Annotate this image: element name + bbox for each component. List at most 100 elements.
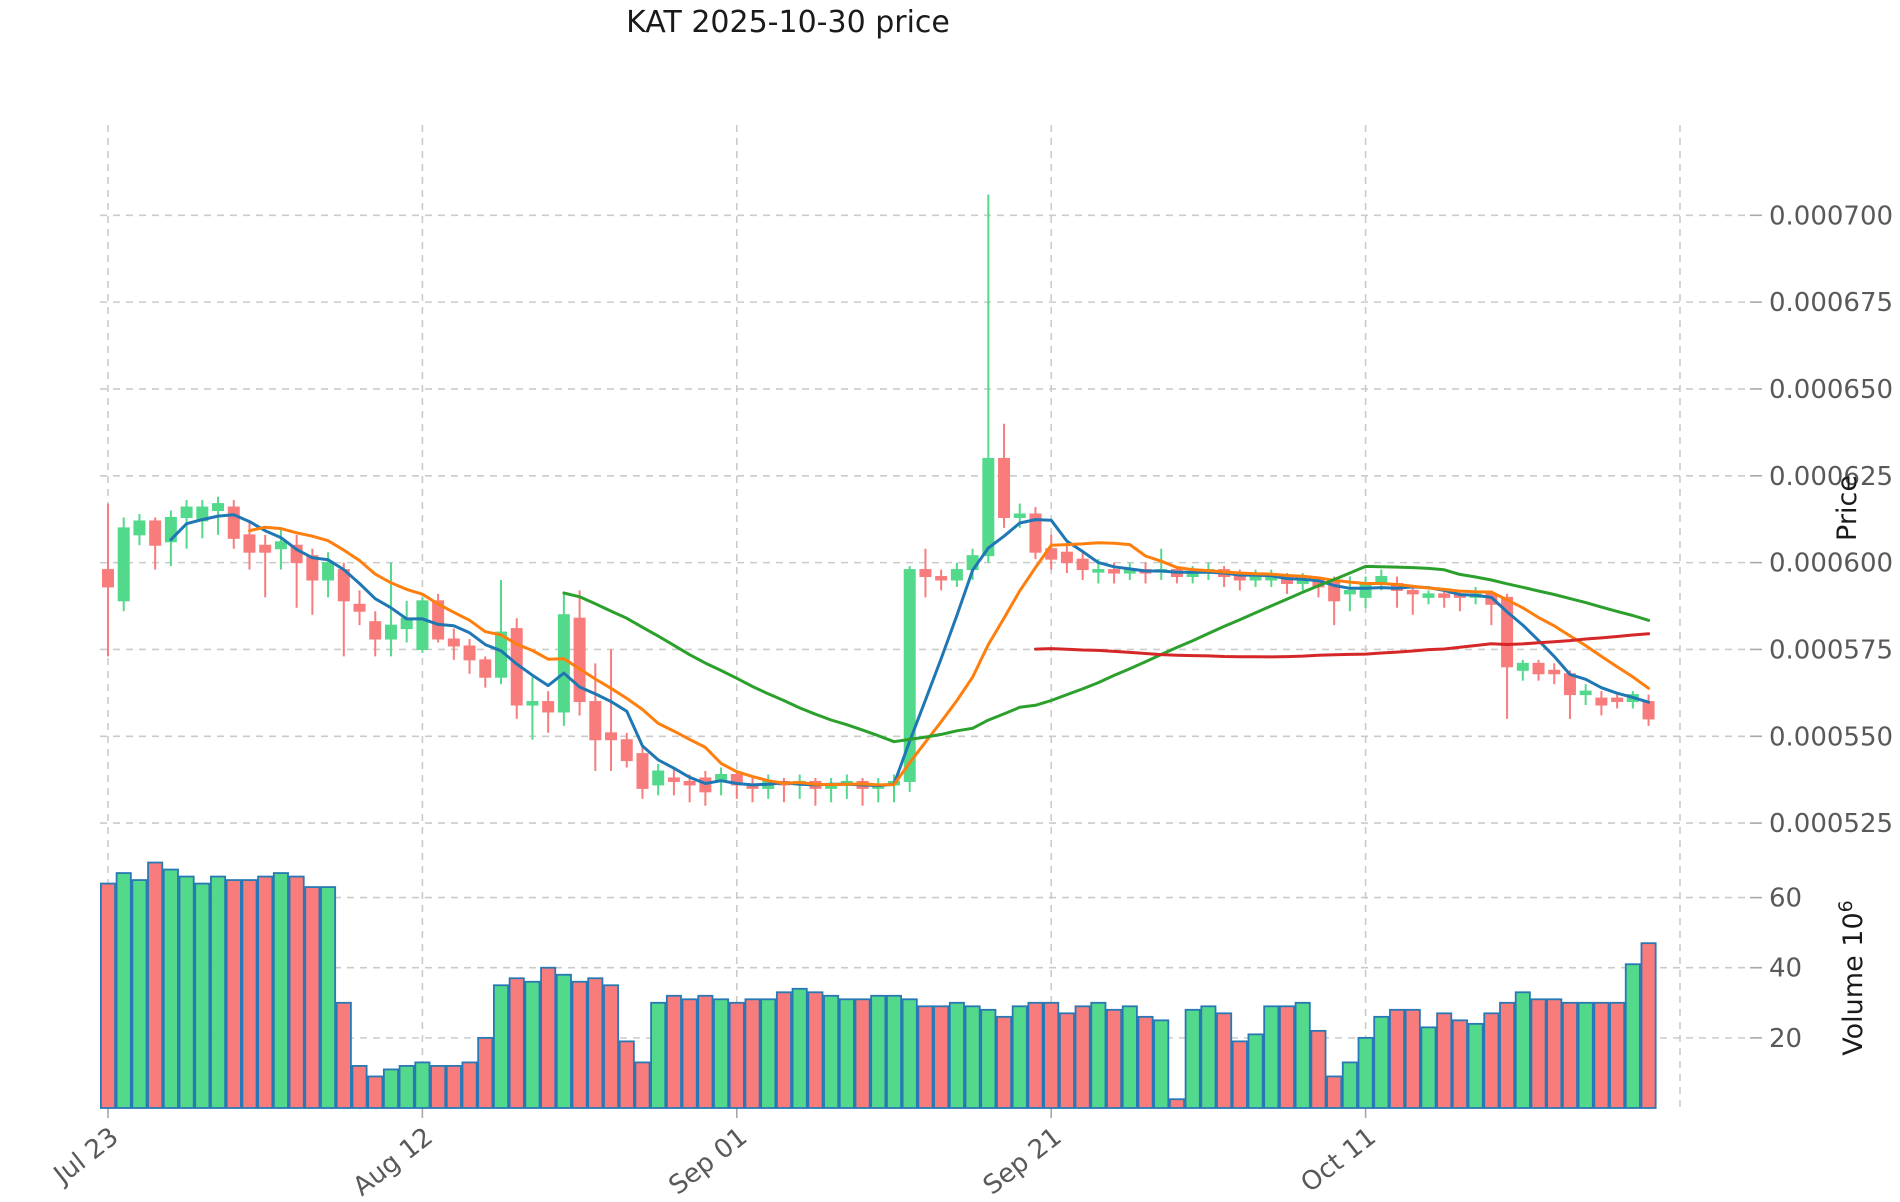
candle-body-up xyxy=(322,562,335,581)
candle-body-down xyxy=(667,777,680,782)
volume-bar xyxy=(1577,1001,1594,1109)
price-tick-label: 0.000600 xyxy=(1769,549,1893,579)
volume-bar xyxy=(713,998,730,1109)
candles-layer xyxy=(102,194,1655,806)
volume-bar xyxy=(225,879,242,1109)
candle-body-down xyxy=(605,732,618,741)
candle-body-down xyxy=(1076,558,1089,571)
candle-body-down xyxy=(447,638,460,647)
volume-bar xyxy=(304,886,321,1109)
volume-bar xyxy=(1279,1005,1296,1109)
volume-bar xyxy=(870,994,887,1109)
volume-bar xyxy=(948,1001,965,1109)
candle-body-up xyxy=(557,614,570,713)
volume-bar xyxy=(445,1065,462,1109)
volume-bar xyxy=(382,1068,399,1109)
candle-body-up xyxy=(982,457,995,557)
volume-bar xyxy=(430,1065,447,1109)
volume-bar xyxy=(1483,1012,1500,1109)
volume-bar xyxy=(1389,1008,1406,1109)
volume-bar xyxy=(1530,998,1547,1109)
price-tick-label: 0.000650 xyxy=(1769,375,1893,405)
volume-bar xyxy=(1043,1001,1060,1109)
volume-bar xyxy=(587,977,604,1109)
candle-body-up xyxy=(652,770,665,786)
volume-bar xyxy=(1451,1019,1468,1109)
volume-bar xyxy=(681,998,698,1109)
volume-bar xyxy=(194,882,211,1109)
volume-bar xyxy=(1153,1019,1170,1109)
candle-body-up xyxy=(1579,690,1592,696)
volume-bar xyxy=(791,987,808,1109)
candle-body-down xyxy=(243,534,256,553)
candle-body-down xyxy=(998,457,1011,518)
volume-bar xyxy=(461,1061,478,1109)
volume-bar xyxy=(1420,1026,1437,1109)
volume-bar xyxy=(618,1040,635,1109)
price-tick-label: 0.000675 xyxy=(1769,288,1893,318)
volume-bar xyxy=(1106,1008,1123,1109)
volume-bar xyxy=(1514,991,1531,1109)
volume-bar xyxy=(996,1015,1013,1109)
volume-bar xyxy=(1499,1001,1516,1109)
volume-bar xyxy=(1137,1015,1154,1109)
volume-bar xyxy=(1294,1001,1311,1109)
candle-body-up xyxy=(1013,513,1026,518)
price-tick-label: 0.000525 xyxy=(1769,809,1893,839)
volume-bar xyxy=(1593,1001,1610,1109)
volume-bar xyxy=(603,984,620,1109)
volume-bar xyxy=(288,875,305,1109)
volume-tick-label: 40 xyxy=(1769,954,1802,984)
volume-bar xyxy=(1546,998,1563,1109)
volume-bar xyxy=(1058,1012,1075,1109)
volume-bars-layer xyxy=(100,861,1657,1109)
price-tick-label: 0.000625 xyxy=(1769,462,1893,492)
candle-body-up xyxy=(180,506,193,518)
candle-body-down xyxy=(1642,701,1655,720)
volume-tick-label: 20 xyxy=(1769,1024,1802,1054)
moving-average-line-ma5 xyxy=(169,513,1651,788)
volume-bar xyxy=(100,882,117,1109)
volume-bar xyxy=(1326,1075,1343,1109)
date-tick-label: Aug 12 xyxy=(348,1122,439,1202)
candle-body-down xyxy=(1595,697,1608,706)
axis-labels-layer: KAT 2025-10-30 price Price Volume 106 xyxy=(626,5,1869,1056)
volume-bar xyxy=(115,872,132,1109)
candle-body-up xyxy=(274,541,287,550)
candle-body-up xyxy=(1516,662,1529,671)
volume-bar xyxy=(1231,1040,1248,1109)
volume-bar xyxy=(398,1065,415,1109)
candle-body-up xyxy=(526,701,539,706)
volume-bar xyxy=(1168,1098,1185,1109)
candle-body-down xyxy=(1501,596,1514,668)
candle-body-up xyxy=(1092,569,1105,573)
candle-body-up xyxy=(1249,576,1262,581)
candle-body-down xyxy=(636,753,649,789)
volume-bar xyxy=(933,1005,950,1109)
candle-body-down xyxy=(683,780,696,786)
candle-body-down xyxy=(369,621,382,640)
volume-bar xyxy=(1624,963,1641,1109)
volume-bar xyxy=(1200,1005,1217,1109)
candle-body-up xyxy=(117,527,130,602)
price-tick-label: 0.000550 xyxy=(1769,722,1893,752)
volume-bar xyxy=(1373,1015,1390,1109)
volume-bar xyxy=(351,1065,368,1109)
volume-bar xyxy=(886,994,903,1109)
volume-bar xyxy=(854,998,871,1109)
candle-body-down xyxy=(573,617,586,703)
candle-body-down xyxy=(1611,697,1624,703)
volume-bar xyxy=(1357,1036,1374,1109)
candle-body-down xyxy=(935,576,948,581)
volume-bar xyxy=(1247,1033,1264,1109)
volume-bar xyxy=(838,998,855,1109)
candle-body-down xyxy=(1438,593,1451,598)
moving-average-line-ma30 xyxy=(562,564,1651,744)
volume-bar xyxy=(1027,1001,1044,1109)
candle-body-down xyxy=(432,600,445,640)
volume-bar xyxy=(571,980,588,1109)
volume-bar xyxy=(1184,1008,1201,1109)
volume-bar xyxy=(665,994,682,1109)
volume-bar xyxy=(760,998,777,1109)
